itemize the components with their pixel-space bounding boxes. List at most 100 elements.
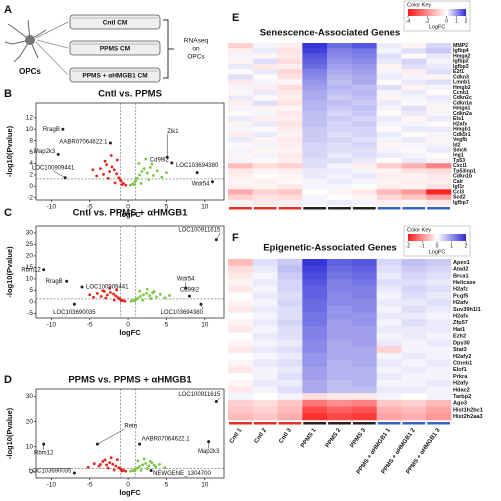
data-point [88, 293, 92, 297]
labeled-point [61, 127, 65, 131]
heatmap-cell [252, 406, 278, 414]
heatmap-cell [277, 48, 303, 54]
labeled-point [108, 141, 112, 145]
heatmap-cell [351, 105, 377, 112]
heatmap-cell [376, 157, 402, 164]
heatmap-cell [277, 413, 303, 421]
heatmap-cell [351, 152, 377, 159]
heatmap-cell [228, 53, 254, 59]
labeled-point [184, 286, 188, 290]
x-tick-label: -5 [87, 204, 93, 211]
heatmap-cell [401, 121, 427, 127]
data-point [145, 467, 149, 470]
heatmap-cell [252, 100, 278, 107]
heatmap-cell [376, 95, 402, 101]
data-point [123, 299, 127, 303]
panel-label: E [232, 12, 239, 24]
row-label: Prkra [453, 374, 468, 380]
row-label: Calr [453, 179, 463, 185]
heatmap-cell [401, 319, 427, 327]
heatmap-cell [426, 279, 452, 287]
key-tick-label: 1 [450, 243, 453, 249]
heatmap-cell [327, 69, 353, 75]
data-point [112, 468, 116, 472]
heatmap-cell [327, 157, 353, 164]
heatmap-cell [351, 121, 377, 127]
heatmap-cell [277, 58, 303, 65]
heatmap-cell [426, 157, 452, 164]
row-label: Ccnb1 [453, 90, 469, 96]
heatmap-cell [302, 359, 328, 367]
heatmap-cell [228, 178, 254, 185]
heatmap-cell [252, 131, 278, 138]
data-point [150, 162, 154, 166]
heatmap-cell [277, 53, 303, 59]
heatmap-cell [351, 163, 377, 169]
heatmap-cell [228, 168, 254, 174]
heatmap-cell [302, 121, 328, 127]
heatmap-cell [277, 95, 303, 101]
heatmap-cell [426, 137, 452, 143]
heatmap-cell [426, 43, 452, 49]
data-point [145, 291, 148, 295]
annotation: LOC103690035 [53, 310, 96, 316]
data-point [108, 461, 112, 465]
heatmap-cell [302, 413, 328, 421]
heatmap-cell [327, 285, 353, 293]
data-point [152, 174, 155, 177]
data-point [109, 456, 113, 460]
data-point [136, 459, 140, 463]
data-point [134, 179, 138, 183]
data-point [124, 469, 128, 473]
data-point [108, 286, 112, 290]
heatmap-cell [277, 189, 303, 195]
heatmap-cell [302, 272, 328, 280]
heatmap-cell [252, 90, 278, 96]
group-bar [377, 207, 401, 210]
heatmap-cell [327, 142, 353, 148]
labeled-point [63, 176, 67, 180]
annotation: Retn [124, 424, 137, 430]
heatmap-cell [302, 292, 328, 300]
annotation: AABR07064622.1 [142, 437, 191, 443]
heatmap-cell [277, 406, 303, 414]
heatmap-cell [351, 131, 377, 138]
data-point [115, 288, 118, 292]
heatmap-cell [376, 346, 402, 354]
data-point [99, 294, 103, 298]
heatmap-cell [351, 359, 377, 367]
data-point [129, 299, 133, 303]
heatmap-cell [252, 63, 278, 70]
heatmap-cell [426, 110, 452, 117]
annotation: RragB [46, 279, 63, 285]
heatmap-cell [426, 393, 452, 401]
heatmap-cell [401, 366, 427, 374]
labeled-point [149, 468, 153, 472]
heatmap-cell [351, 189, 377, 195]
heatmap-cell [277, 100, 303, 107]
heatmap-cell [426, 189, 452, 195]
x-axis-label: logFC [119, 488, 141, 497]
data-point [92, 462, 96, 466]
data-point [120, 183, 124, 186]
heatmap-cell [351, 58, 377, 65]
labeled-point [42, 442, 46, 446]
heatmap-cell [228, 366, 254, 374]
x-tick-label: 0 [126, 204, 130, 211]
heatmap-cell [228, 79, 254, 86]
heatmap-cell [401, 332, 427, 340]
heatmap-cell [426, 399, 452, 407]
row-label: Suv39h1l1 [453, 307, 481, 313]
heatmap-cell [401, 105, 427, 112]
heatmap-cell [426, 292, 452, 300]
data-point [148, 460, 152, 463]
heatmap-cell [252, 386, 278, 394]
annotation: Rbm12 [21, 267, 41, 273]
heatmap-cell [426, 116, 452, 122]
heatmap-cell [376, 373, 402, 381]
key-title: Color Key [407, 2, 431, 8]
heatmap-cell [302, 279, 328, 287]
data-point [155, 169, 159, 173]
labeled-point [80, 285, 84, 289]
data-point [115, 458, 119, 462]
